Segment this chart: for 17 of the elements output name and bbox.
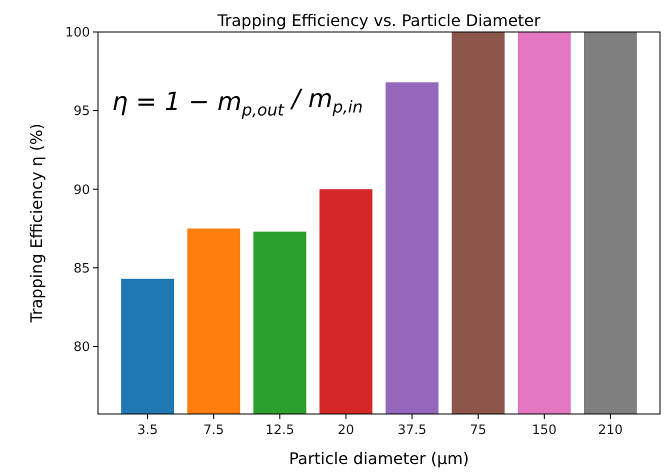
y-tick-label: 85 bbox=[73, 261, 90, 276]
y-tick-label: 95 bbox=[73, 104, 90, 120]
x-tick-label: 3.5 bbox=[137, 423, 158, 438]
y-axis-title: Trapping Efficiency η (%) bbox=[27, 123, 46, 324]
x-tick-label: 12.5 bbox=[265, 423, 294, 438]
x-tick-label: 210 bbox=[598, 423, 623, 438]
x-tick-label: 20 bbox=[338, 423, 354, 438]
x-tick-label: 37.5 bbox=[398, 423, 427, 438]
y-tick-label: 100 bbox=[65, 26, 90, 41]
annotation: η = 1 − m$_{p,out}$ / m$_{p,in}$ bbox=[112, 84, 363, 120]
chart-title: Trapping Efficiency vs. Particle Diameter bbox=[216, 11, 541, 30]
y-tick-label: 90 bbox=[73, 182, 90, 198]
x-axis-title: Particle diameter (μm) bbox=[288, 449, 470, 468]
x-tick-label: 150 bbox=[532, 423, 557, 438]
y-tick-label: 80 bbox=[73, 340, 90, 355]
x-tick-label: 75 bbox=[470, 423, 486, 438]
x-tick-label: 7.5 bbox=[203, 423, 224, 438]
